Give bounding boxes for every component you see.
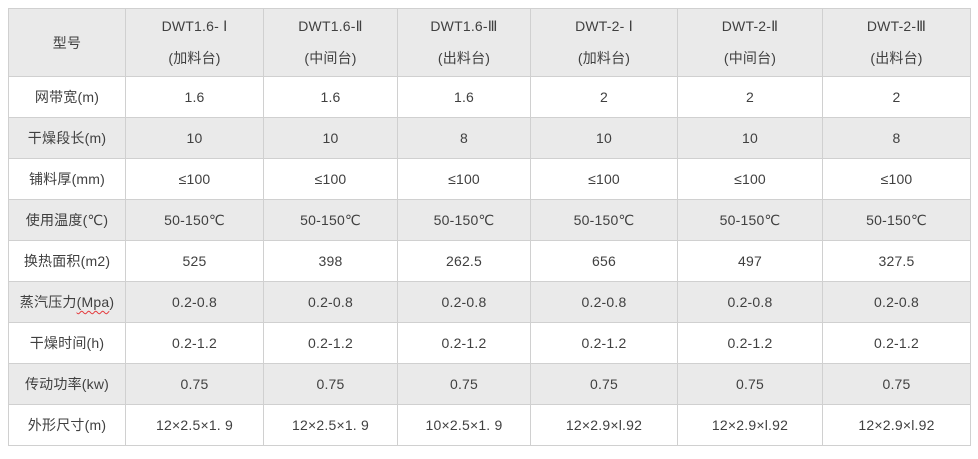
model-name: DWT-2- Ⅰ	[575, 17, 633, 34]
spec-cell: 2	[822, 76, 971, 118]
spec-cell: 0.75	[822, 363, 971, 405]
spec-cell: 0.2-1.2	[677, 322, 823, 364]
header-col-dwt2-3: DWT-2-Ⅲ (出料台)	[822, 8, 971, 77]
header-col-dwt2-2: DWT-2-Ⅱ (中间台)	[677, 8, 823, 77]
dryer-spec-table: 型号 DWT1.6- Ⅰ (加料台) DWT1.6-Ⅱ (中间台) DWT1.6…	[8, 8, 971, 446]
header-col-dwt16-1: DWT1.6- Ⅰ (加料台)	[125, 8, 264, 77]
spec-cell: 12×2.5×1. 9	[263, 404, 398, 446]
spec-cell: 8	[822, 117, 971, 159]
row-label-spellcheck-text: (Mpa	[76, 294, 110, 310]
spec-cell: 10	[263, 117, 398, 159]
model-name: DWT-2-Ⅱ	[721, 17, 779, 34]
spec-cell: 0.2-0.8	[530, 281, 678, 323]
header-col-dwt16-3: DWT1.6-Ⅲ (出料台)	[397, 8, 531, 77]
spec-cell: 10	[530, 117, 678, 159]
model-name: DWT1.6-Ⅲ	[430, 17, 498, 34]
spec-cell: 0.75	[125, 363, 264, 405]
table-row-drying-section-length: 干燥段长(m) 10 10 8 10 10 8	[8, 117, 971, 159]
table-row-belt-width: 网带宽(m) 1.6 1.6 1.6 2 2 2	[8, 76, 971, 118]
spec-cell: 0.2-0.8	[397, 281, 531, 323]
spec-cell: ≤100	[263, 158, 398, 200]
spec-cell: 10	[677, 117, 823, 159]
spec-cell: ≤100	[822, 158, 971, 200]
spec-cell: 12×2.9×l.92	[822, 404, 971, 446]
spec-cell: 50-150℃	[263, 199, 398, 241]
spec-cell: 0.2-1.2	[822, 322, 971, 364]
row-label: 使用温度(℃)	[8, 199, 126, 241]
spec-cell: 497	[677, 240, 823, 282]
spec-cell: 50-150℃	[125, 199, 264, 241]
spec-cell: 656	[530, 240, 678, 282]
spec-cell: 0.75	[263, 363, 398, 405]
spec-cell: 2	[530, 76, 678, 118]
spec-cell: 8	[397, 117, 531, 159]
header-col-dwt16-2: DWT1.6-Ⅱ (中间台)	[263, 8, 398, 77]
spec-cell: 0.2-1.2	[125, 322, 264, 364]
spec-cell: 2	[677, 76, 823, 118]
table-row-drive-power: 传动功率(kw) 0.75 0.75 0.75 0.75 0.75 0.75	[8, 363, 971, 405]
spec-cell: 0.75	[530, 363, 678, 405]
row-label: 网带宽(m)	[8, 76, 126, 118]
header-model-label: 型号	[8, 8, 126, 77]
model-subtitle: (加料台)	[577, 49, 631, 66]
row-label: 传动功率(kw)	[8, 363, 126, 405]
spec-cell: 50-150℃	[397, 199, 531, 241]
spec-cell: 0.75	[397, 363, 531, 405]
spec-cell: 0.2-0.8	[677, 281, 823, 323]
row-label: 外形尺寸(m)	[8, 404, 126, 446]
spec-cell: ≤100	[677, 158, 823, 200]
spec-cell: 1.6	[125, 76, 264, 118]
spec-cell: 12×2.5×1. 9	[125, 404, 264, 446]
spec-cell: ≤100	[530, 158, 678, 200]
spec-cell: ≤100	[125, 158, 264, 200]
table-row-heat-exchange-area: 换热面积(m2) 525 398 262.5 656 497 327.5	[8, 240, 971, 282]
model-subtitle: (中间台)	[304, 49, 357, 66]
spec-cell: 0.2-1.2	[530, 322, 678, 364]
row-label: 蒸汽压力(Mpa)	[8, 281, 126, 323]
table-row-overall-dimensions: 外形尺寸(m) 12×2.5×1. 9 12×2.5×1. 9 10×2.5×1…	[8, 404, 971, 446]
row-label: 换热面积(m2)	[8, 240, 126, 282]
spec-cell: 0.75	[677, 363, 823, 405]
model-subtitle: (出料台)	[437, 49, 491, 66]
spec-cell: 0.2-1.2	[397, 322, 531, 364]
spec-cell: 1.6	[263, 76, 398, 118]
spec-cell: 12×2.9×l.92	[677, 404, 823, 446]
model-name: DWT1.6-Ⅱ	[298, 17, 363, 34]
row-label-text: 蒸汽压力	[19, 294, 77, 310]
table-row-operating-temperature: 使用温度(℃) 50-150℃ 50-150℃ 50-150℃ 50-150℃ …	[8, 199, 971, 241]
spec-cell: 0.2-0.8	[125, 281, 264, 323]
spec-cell: 10×2.5×1. 9	[397, 404, 531, 446]
table-row-steam-pressure: 蒸汽压力(Mpa) 0.2-0.8 0.2-0.8 0.2-0.8 0.2-0.…	[8, 281, 971, 323]
spec-cell: 262.5	[397, 240, 531, 282]
header-col-dwt2-1: DWT-2- Ⅰ (加料台)	[530, 8, 678, 77]
spec-table-container: 型号 DWT1.6- Ⅰ (加料台) DWT1.6-Ⅱ (中间台) DWT1.6…	[8, 8, 971, 446]
model-name: DWT1.6- Ⅰ	[161, 17, 228, 34]
spec-cell: 327.5	[822, 240, 971, 282]
spec-cell: 50-150℃	[677, 199, 823, 241]
table-row-material-thickness: 铺料厚(mm) ≤100 ≤100 ≤100 ≤100 ≤100 ≤100	[8, 158, 971, 200]
spec-cell: 0.2-0.8	[263, 281, 398, 323]
model-subtitle: (加料台)	[168, 49, 221, 66]
model-subtitle: (出料台)	[870, 49, 923, 66]
table-header-row: 型号 DWT1.6- Ⅰ (加料台) DWT1.6-Ⅱ (中间台) DWT1.6…	[8, 8, 971, 77]
spec-cell: 50-150℃	[530, 199, 678, 241]
spec-cell: 50-150℃	[822, 199, 971, 241]
model-name: DWT-2-Ⅲ	[866, 17, 927, 34]
spec-cell: 0.2-1.2	[263, 322, 398, 364]
row-label: 干燥段长(m)	[8, 117, 126, 159]
row-label-text: )	[109, 294, 115, 310]
row-label: 铺料厚(mm)	[8, 158, 126, 200]
spec-cell: 10	[125, 117, 264, 159]
spec-cell: 1.6	[397, 76, 531, 118]
spec-cell: 0.2-0.8	[822, 281, 971, 323]
spec-cell: 12×2.9×l.92	[530, 404, 678, 446]
spec-cell: 525	[125, 240, 264, 282]
row-label: 干燥时间(h)	[8, 322, 126, 364]
model-subtitle: (中间台)	[723, 49, 777, 66]
spec-cell: 398	[263, 240, 398, 282]
spec-cell: ≤100	[397, 158, 531, 200]
table-row-drying-time: 干燥时间(h) 0.2-1.2 0.2-1.2 0.2-1.2 0.2-1.2 …	[8, 322, 971, 364]
